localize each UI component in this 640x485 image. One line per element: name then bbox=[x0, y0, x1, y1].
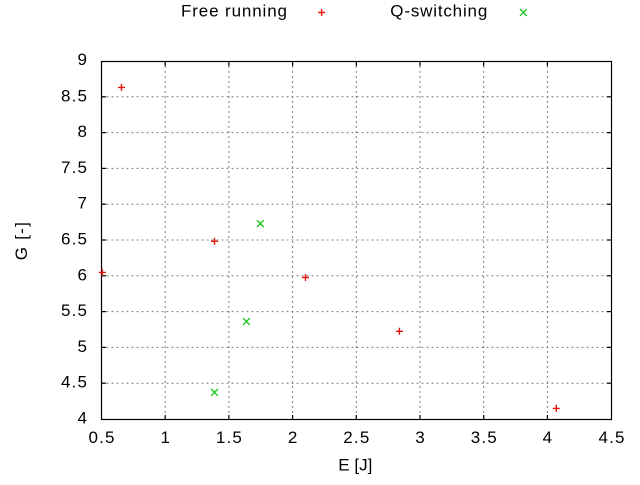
svg-text:9: 9 bbox=[78, 50, 87, 69]
svg-text:4.5: 4.5 bbox=[61, 373, 87, 392]
svg-text:5.5: 5.5 bbox=[61, 301, 87, 320]
svg-text:7: 7 bbox=[78, 194, 87, 213]
svg-text:1.5: 1.5 bbox=[216, 428, 242, 447]
svg-text:7.5: 7.5 bbox=[61, 158, 87, 177]
svg-text:8: 8 bbox=[78, 122, 87, 141]
svg-text:8.5: 8.5 bbox=[61, 86, 87, 105]
svg-text:6.5: 6.5 bbox=[61, 230, 87, 249]
svg-text:2: 2 bbox=[288, 428, 297, 447]
svg-text:1: 1 bbox=[160, 428, 169, 447]
svg-text:4: 4 bbox=[78, 409, 87, 428]
svg-text:2.5: 2.5 bbox=[343, 428, 369, 447]
svg-text:G [-]: G [-] bbox=[12, 222, 31, 260]
svg-text:Q-switching: Q-switching bbox=[390, 2, 487, 21]
svg-text:6: 6 bbox=[78, 265, 87, 284]
svg-text:4.5: 4.5 bbox=[599, 428, 625, 447]
svg-text:3: 3 bbox=[415, 428, 424, 447]
svg-text:E [J]: E [J] bbox=[338, 456, 372, 475]
svg-text:Free running: Free running bbox=[181, 2, 287, 21]
svg-text:3.5: 3.5 bbox=[471, 428, 497, 447]
svg-text:0.5: 0.5 bbox=[89, 428, 115, 447]
svg-text:5: 5 bbox=[78, 337, 87, 356]
svg-text:4: 4 bbox=[543, 428, 552, 447]
